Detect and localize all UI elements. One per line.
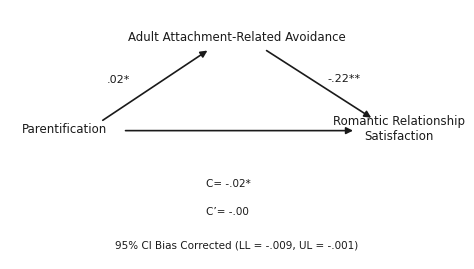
Text: Adult Attachment-Related Avoidance: Adult Attachment-Related Avoidance xyxy=(128,31,346,44)
Text: C= -.02*: C= -.02* xyxy=(206,179,250,189)
Text: Parentification: Parentification xyxy=(21,123,107,136)
Text: 95% CI Bias Corrected (LL = -.009, UL = -.001): 95% CI Bias Corrected (LL = -.009, UL = … xyxy=(115,240,359,250)
Text: .02*: .02* xyxy=(107,75,130,85)
Text: C’= -.00: C’= -.00 xyxy=(207,207,249,217)
Text: -.22**: -.22** xyxy=(328,74,361,84)
Text: Romantic Relationship
Satisfaction: Romantic Relationship Satisfaction xyxy=(333,115,465,143)
